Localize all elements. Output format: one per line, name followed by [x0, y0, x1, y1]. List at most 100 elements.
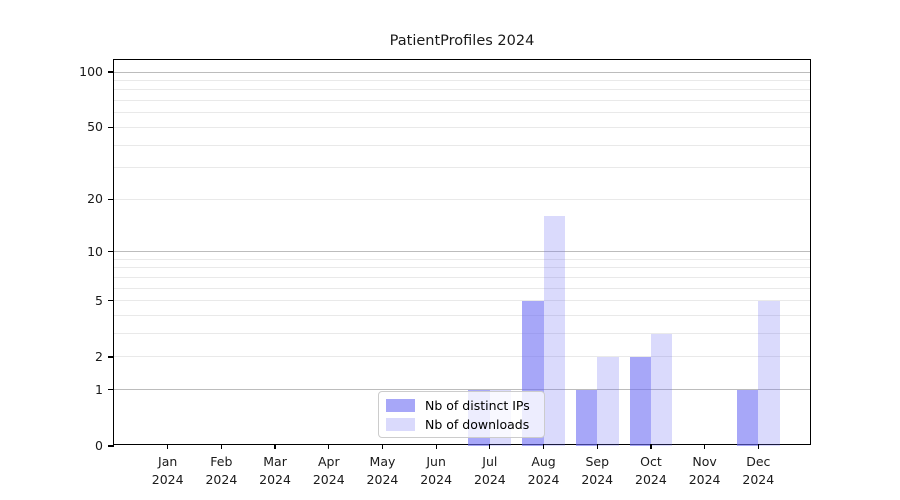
legend-swatch-distinct-ips-icon [386, 398, 415, 412]
y-tick-label: 20 [87, 191, 103, 207]
y-tick-label: 50 [87, 119, 103, 135]
x-tick-year: 2024 [688, 471, 721, 487]
x-tick-mark [596, 444, 598, 449]
x-tick-mark [435, 444, 437, 449]
gridline-minor [114, 112, 810, 114]
x-tick-year: 2024 [527, 471, 560, 487]
y-tick-label: 100 [79, 64, 103, 79]
y-tick-mark [108, 389, 114, 391]
bar-nb-of-distinct-ips-dec [736, 389, 759, 446]
x-tick-month: Jun [426, 454, 446, 469]
x-tick-mark [167, 444, 169, 449]
x-tick-year: 2024 [366, 471, 399, 487]
x-tick-year: 2024 [420, 471, 453, 487]
gridline-minor [114, 287, 810, 289]
gridline-minor [114, 258, 810, 260]
x-tick-year: 2024 [473, 471, 506, 487]
x-tick-year: 2024 [742, 471, 775, 487]
legend-item-distinct-ips: Nb of distinct IPs [386, 398, 536, 413]
x-tick-mark [220, 444, 223, 449]
legend-label-distinct-ips: Nb of distinct IPs [425, 397, 530, 413]
gridline-minor [114, 89, 810, 91]
gridline-major [114, 251, 810, 253]
bar-nb-of-downloads-oct [650, 333, 673, 446]
x-tick-month: Feb [210, 454, 233, 469]
gridline-minor [114, 100, 810, 102]
gridline-minor [114, 126, 810, 128]
y-tick-mark [108, 126, 114, 129]
gridline-minor [114, 356, 810, 358]
x-tick-mark [542, 444, 545, 449]
gridline-minor [114, 333, 810, 335]
legend-swatch-downloads-icon [386, 417, 415, 431]
bar-nb-of-distinct-ips-sep [575, 389, 598, 446]
x-tick-month: Apr [317, 454, 340, 469]
x-tick-month: May [369, 454, 396, 469]
x-tick-label-aug: Aug 2024 [512, 453, 576, 488]
x-tick-mark [703, 444, 706, 449]
y-tick-mark [108, 445, 114, 447]
bar-nb-of-downloads-sep [597, 356, 619, 446]
x-tick-label-feb: Feb 2024 [189, 453, 253, 488]
x-tick-label-sep: Sep 2024 [565, 453, 629, 488]
bar-nb-of-distinct-ips-oct [629, 356, 651, 446]
x-tick-month: Nov [692, 454, 717, 469]
x-tick-mark [757, 444, 759, 449]
x-tick-mark [328, 444, 330, 449]
x-tick-month: Jan [158, 454, 178, 469]
legend: Nb of distinct IPs Nb of downloads [378, 391, 545, 438]
x-tick-month: Sep [585, 454, 609, 469]
gridline-minor [114, 276, 810, 278]
y-tick-mark [108, 251, 114, 253]
bar-nb-of-downloads-dec [758, 300, 780, 446]
x-tick-month: Aug [531, 454, 556, 469]
y-tick-label: 5 [95, 292, 103, 308]
x-tick-year: 2024 [205, 471, 238, 487]
x-tick-month: Oct [640, 454, 662, 469]
x-tick-label-may: May 2024 [350, 453, 414, 488]
x-tick-month: Mar [263, 454, 287, 469]
x-tick-label-jan: Jan 2024 [136, 453, 200, 488]
x-tick-label-nov: Nov 2024 [673, 453, 737, 488]
legend-label-downloads: Nb of downloads [425, 416, 530, 432]
x-tick-month: Jul [482, 454, 498, 469]
gridline-minor [114, 79, 810, 81]
x-tick-year: 2024 [151, 471, 184, 487]
gridline-minor [114, 300, 810, 302]
y-tick-label: 10 [87, 243, 103, 259]
x-tick-year: 2024 [312, 471, 345, 487]
gridline-minor [114, 167, 810, 169]
y-tick-mark [108, 71, 114, 73]
plot-area: 0 1 2 5 10 20 50 100 Jan 2024 Feb 2024 Mar 2024 Apr 202… [79, 59, 811, 487]
chart-title: PatientProfiles 2024 [389, 33, 535, 49]
x-tick-label-dec: Dec 2024 [726, 453, 790, 488]
gridline-minor [114, 267, 810, 269]
x-tick-label-mar: Mar 2024 [243, 453, 307, 488]
x-tick-year: 2024 [581, 471, 614, 487]
legend-item-downloads: Nb of downloads [386, 417, 536, 432]
x-tick-label-jul: Jul 2024 [458, 453, 522, 488]
bar-nb-of-downloads-aug [543, 216, 565, 446]
x-tick-mark [650, 444, 652, 449]
gridline-minor [114, 315, 810, 317]
x-tick-label-oct: Oct 2024 [619, 453, 683, 488]
gridline-minor [114, 198, 810, 200]
gridline-minor [114, 144, 810, 146]
x-tick-month: Dec [746, 454, 771, 469]
x-tick-label-jun: Jun 2024 [404, 453, 468, 488]
x-tick-label-apr: Apr 2024 [297, 453, 361, 488]
gridline-major [114, 389, 810, 391]
y-tick-mark [108, 300, 114, 302]
y-tick-mark [108, 356, 114, 358]
y-tick-label: 0 [95, 438, 103, 453]
x-tick-year: 2024 [635, 471, 667, 487]
x-tick-mark [274, 444, 276, 449]
gridline-major [114, 71, 810, 73]
y-tick-mark [108, 198, 114, 200]
y-tick-label: 1 [95, 381, 103, 397]
y-tick-label: 2 [95, 348, 103, 364]
x-tick-year: 2024 [259, 471, 291, 487]
x-tick-mark [489, 444, 491, 449]
x-tick-mark [381, 444, 384, 449]
